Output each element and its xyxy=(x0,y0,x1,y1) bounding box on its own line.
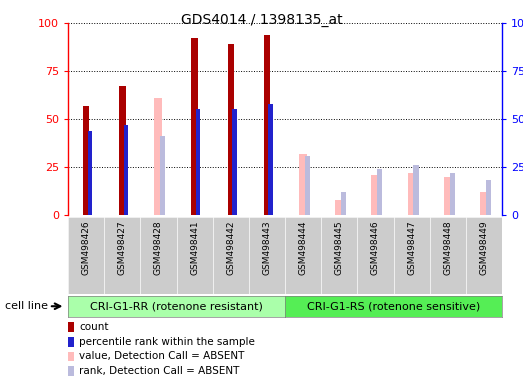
Text: CRI-G1-RS (rotenone sensitive): CRI-G1-RS (rotenone sensitive) xyxy=(307,301,480,311)
Text: GSM498444: GSM498444 xyxy=(299,221,308,275)
Text: GSM498442: GSM498442 xyxy=(226,221,235,275)
Bar xyxy=(83,106,89,215)
Bar xyxy=(407,173,416,215)
Bar xyxy=(196,109,200,215)
Text: GSM498445: GSM498445 xyxy=(335,221,344,275)
Text: value, Detection Call = ABSENT: value, Detection Call = ABSENT xyxy=(79,351,245,361)
Text: GSM498441: GSM498441 xyxy=(190,221,199,275)
Text: GSM498428: GSM498428 xyxy=(154,221,163,275)
Bar xyxy=(191,38,198,215)
Bar xyxy=(486,180,491,215)
Text: GSM498448: GSM498448 xyxy=(444,221,452,275)
Text: GSM498426: GSM498426 xyxy=(82,221,90,275)
Bar xyxy=(371,175,380,215)
Bar xyxy=(232,109,236,215)
Text: GSM498443: GSM498443 xyxy=(263,221,271,275)
Text: GDS4014 / 1398135_at: GDS4014 / 1398135_at xyxy=(180,13,343,27)
Bar xyxy=(444,177,452,215)
Bar xyxy=(119,86,126,215)
Bar xyxy=(414,165,418,215)
Bar xyxy=(335,200,343,215)
Bar xyxy=(450,173,454,215)
Text: GSM498449: GSM498449 xyxy=(480,221,488,275)
Text: CRI-G1-RR (rotenone resistant): CRI-G1-RR (rotenone resistant) xyxy=(90,301,263,311)
Bar xyxy=(268,104,272,215)
Bar xyxy=(305,156,310,215)
Bar xyxy=(154,98,163,215)
Text: cell line: cell line xyxy=(5,301,48,311)
Text: percentile rank within the sample: percentile rank within the sample xyxy=(79,337,255,347)
Bar xyxy=(264,35,270,215)
Bar xyxy=(341,192,346,215)
Text: rank, Detection Call = ABSENT: rank, Detection Call = ABSENT xyxy=(79,366,240,376)
Text: count: count xyxy=(79,322,109,332)
Text: GSM498446: GSM498446 xyxy=(371,221,380,275)
Bar xyxy=(299,154,307,215)
Bar xyxy=(124,125,128,215)
Text: GSM498447: GSM498447 xyxy=(407,221,416,275)
Bar xyxy=(160,136,165,215)
Bar xyxy=(87,131,92,215)
Bar xyxy=(228,44,234,215)
Bar xyxy=(480,192,488,215)
Text: GSM498427: GSM498427 xyxy=(118,221,127,275)
Bar xyxy=(377,169,382,215)
